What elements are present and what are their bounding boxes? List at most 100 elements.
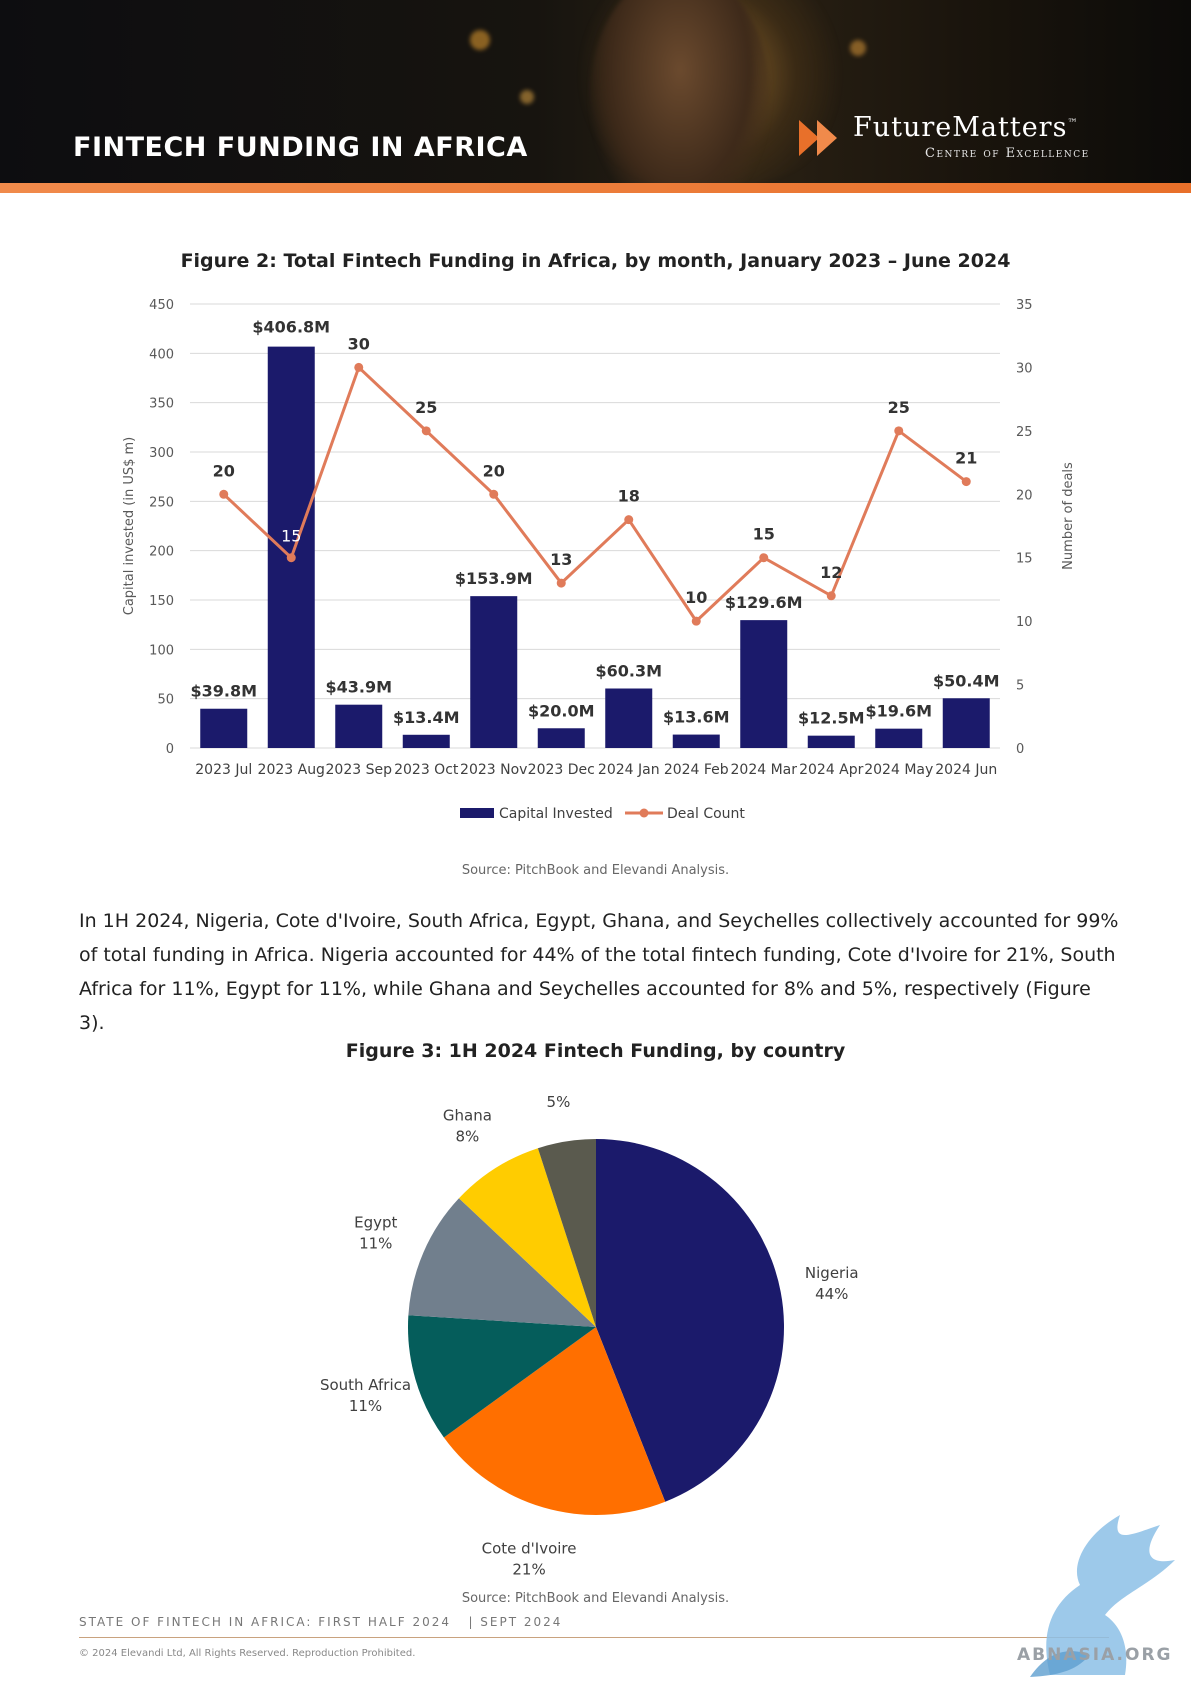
brand-subtitle: Centre of Excellence	[925, 146, 1090, 161]
deal-count-point	[759, 553, 769, 563]
x-axis-tick-label: 2023 Sep	[326, 762, 393, 778]
x-axis-tick-label: 2023 Aug	[258, 762, 325, 778]
footer-copyright: © 2024 Elevandi Ltd, All Rights Reserved…	[79, 1648, 416, 1659]
deal-count-label: 25	[888, 398, 910, 417]
bar	[605, 688, 653, 748]
bar-value-label: $60.3M	[595, 662, 662, 681]
deal-count-label: 15	[281, 527, 301, 546]
legend-deal-label: Deal Count	[667, 806, 745, 822]
pie-slice	[443, 1327, 666, 1515]
bar-value-label: $12.5M	[798, 709, 865, 728]
bar-value-label: $43.9M	[325, 678, 392, 697]
y-axis-tick-label: 100	[149, 643, 174, 658]
header-face-shape	[590, 0, 770, 183]
deal-count-label: 13	[550, 550, 572, 569]
deal-count-label: 10	[685, 588, 707, 607]
bar-value-label: $13.4M	[393, 708, 460, 727]
y-axis-tick-label: 350	[149, 397, 174, 412]
pie-slice-percent: 5%	[547, 1093, 571, 1111]
watermark-griffin-icon	[1030, 1515, 1175, 1677]
x-axis-tick-label: 2024 Jun	[935, 762, 997, 778]
pie-slice	[537, 1139, 596, 1327]
bar-value-label: $19.6M	[865, 702, 932, 721]
bar-value-label: $129.6M	[725, 593, 803, 612]
bar	[402, 734, 450, 748]
deal-count-point	[421, 426, 431, 436]
deal-count-point	[354, 362, 364, 372]
y-axis-title: Capital invested (in US$ m)	[122, 437, 137, 615]
deal-count-label: 21	[955, 449, 977, 468]
deal-count-point	[691, 616, 701, 626]
pie-slice	[408, 1198, 596, 1327]
x-axis-tick-label: 2024 May	[864, 762, 933, 778]
figure2-combo-chart: 0 50 100 150 200 250 300 350 400 450 0 5 10 15 20 25 30 3…	[122, 298, 1076, 822]
y2-axis-tick-label: 30	[1016, 361, 1033, 376]
deal-count-label: 18	[618, 487, 640, 506]
watermark-text: ABNASIA.ORG	[1017, 1645, 1173, 1665]
y-axis-tick-label: 400	[149, 347, 174, 362]
bar	[672, 734, 720, 748]
header-accent-stripe	[0, 183, 1191, 193]
y2-axis-tick-label: 20	[1016, 488, 1033, 503]
header-light-bokeh	[520, 90, 534, 104]
pie-slice	[458, 1148, 596, 1327]
pie-slice-percent: 44%	[815, 1285, 848, 1303]
pie-slice-label: Egypt	[354, 1214, 397, 1232]
y2-axis-title: Number of deals	[1061, 462, 1076, 570]
deal-count-point	[624, 515, 634, 525]
x-axis-tick-label: 2023 Nov	[460, 762, 527, 778]
bar-value-label: $39.8M	[190, 682, 257, 701]
y2-axis-tick-label: 25	[1016, 425, 1033, 440]
deal-count-point	[961, 477, 971, 487]
bar	[335, 704, 383, 748]
footer-divider	[79, 1637, 1109, 1638]
deal-count-label: 30	[348, 334, 370, 353]
body-paragraph: In 1H 2024, Nigeria, Cote d'Ivoire, Sout…	[79, 910, 1119, 1034]
pie-slice-percent: 11%	[359, 1235, 392, 1253]
y-axis-tick-label: 200	[149, 545, 174, 560]
figure3-title: Figure 3: 1H 2024 Fintech Funding, by co…	[345, 1040, 846, 1062]
legend-deal-marker	[639, 808, 649, 818]
legend-capital-swatch	[460, 808, 494, 818]
legend-capital-label: Capital Invested	[499, 806, 613, 822]
bar	[807, 735, 855, 748]
header-title: FINTECH FUNDING IN AFRICA	[73, 132, 528, 163]
y2-axis-tick-label: 35	[1016, 298, 1033, 313]
pie-slice-percent: 8%	[456, 1127, 480, 1145]
figure3-pie-chart: Nigeria 44% Cote d'Ivoire 21% South Africa 11…	[320, 1093, 859, 1579]
y-axis-tick-label: 0	[166, 742, 174, 757]
deal-count-label: 20	[213, 461, 235, 480]
y2-axis-tick-label: 15	[1016, 552, 1033, 567]
deal-count-point	[826, 591, 836, 601]
x-axis-tick-label: 2023 Jul	[195, 762, 252, 778]
bar-value-label: $20.0M	[528, 701, 595, 720]
bar	[470, 596, 518, 748]
y-axis-tick-label: 50	[157, 693, 174, 708]
pie-slice-label: South Africa	[320, 1376, 411, 1394]
pie-slice	[407, 1315, 596, 1438]
x-axis-tick-label: 2023 Dec	[528, 762, 595, 778]
brand-chevrons-icon	[799, 120, 837, 156]
brand-logo: FutureMatters™ Centre of Excellence	[797, 110, 1117, 170]
deal-count-point	[894, 426, 904, 436]
bar	[942, 698, 990, 748]
bar-value-label: $13.6M	[663, 708, 730, 727]
pie-slice	[596, 1139, 784, 1502]
y-axis-tick-label: 150	[149, 594, 174, 609]
deal-count-point	[219, 489, 229, 499]
y2-axis-tick-label: 0	[1016, 742, 1024, 757]
deal-count-point	[556, 578, 566, 588]
pie-slice-percent: 21%	[512, 1560, 545, 1578]
y-axis-tick-label: 300	[149, 446, 174, 461]
pie-slice-percent: 11%	[349, 1397, 382, 1415]
y-axis-tick-label: 250	[149, 495, 174, 510]
deal-count-label: 25	[415, 398, 437, 417]
bar	[200, 708, 248, 748]
bar	[537, 728, 585, 748]
y2-axis-tick-label: 5	[1016, 679, 1024, 694]
brand-name: FutureMatters™	[853, 112, 1079, 143]
bar	[740, 620, 788, 748]
bar-value-label: $50.4M	[933, 671, 1000, 690]
deal-count-point	[286, 553, 296, 563]
pie-slice-label: Cote d'Ivoire	[482, 1539, 577, 1557]
